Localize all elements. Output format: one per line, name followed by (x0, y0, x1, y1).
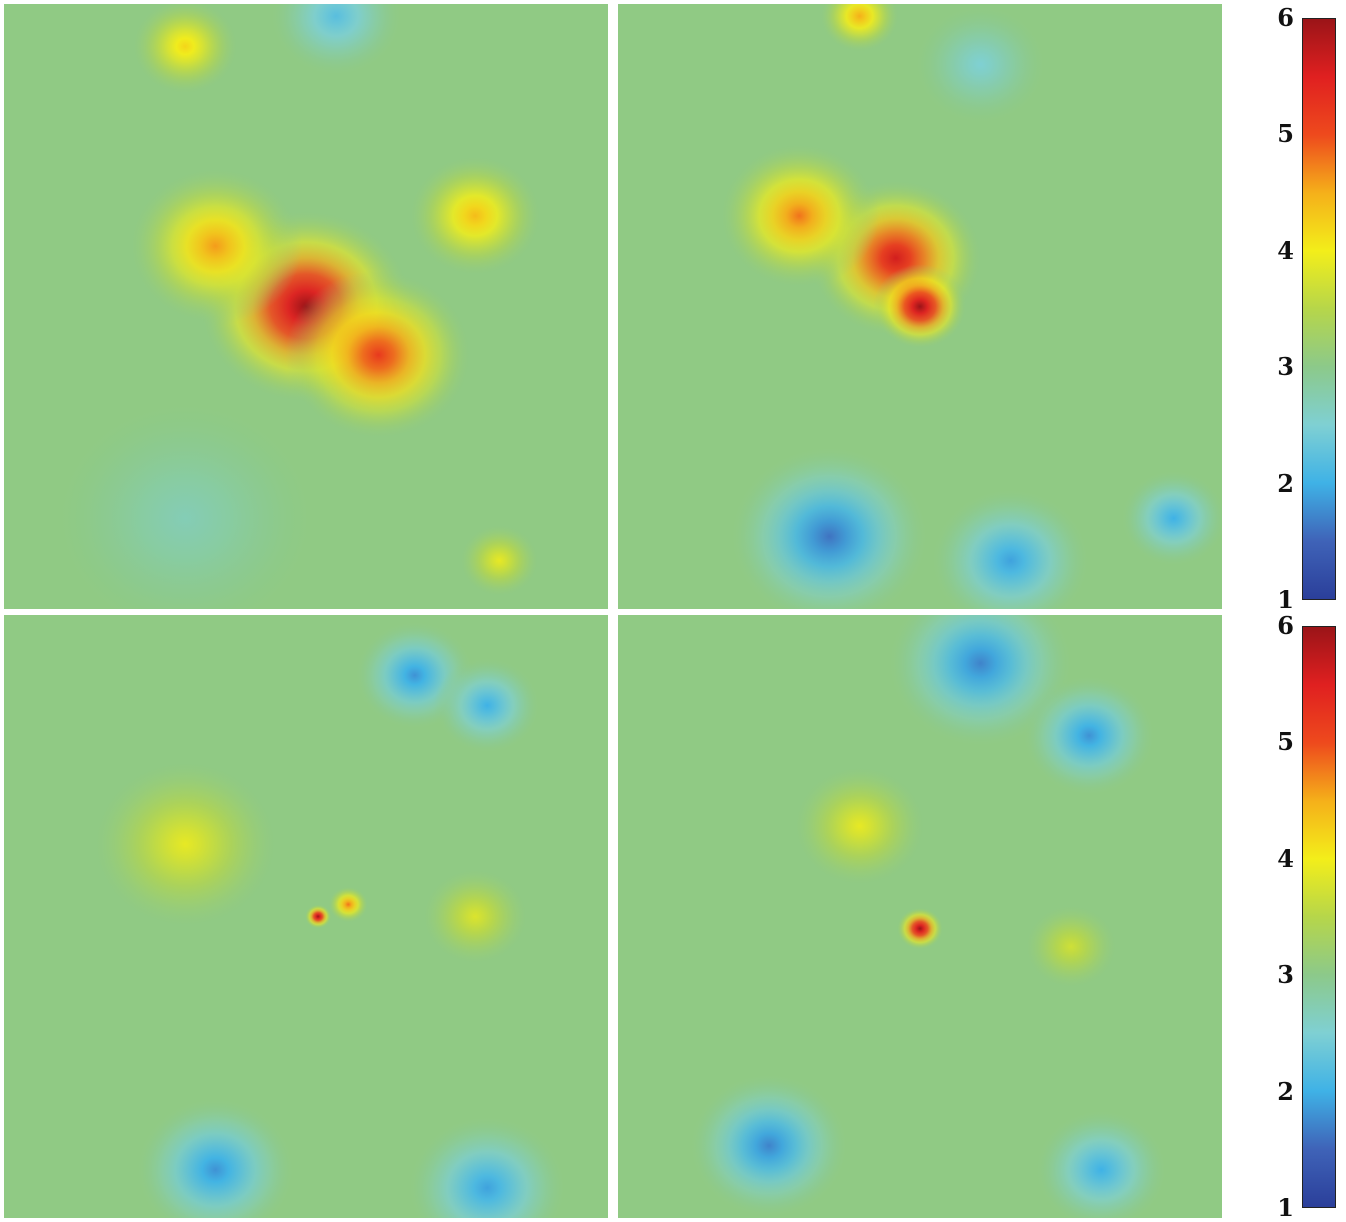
heatmap-valley (1120, 469, 1222, 567)
heatmap-valley (135, 1097, 296, 1218)
colorbar-tick-label: 6 (1277, 3, 1294, 32)
colorbar-tick-label: 5 (1277, 119, 1294, 149)
colorbar-tick-label: 4 (1277, 843, 1294, 873)
heatmap-peak (131, 4, 239, 95)
colorbar-tick-label: 5 (1277, 727, 1294, 757)
heatmap-valley (1034, 1109, 1168, 1218)
colorbar-top-gradient (1302, 18, 1336, 600)
colorbar-tick-label: 6 (1277, 611, 1294, 640)
heatmap-panel-bottom-left (4, 615, 608, 1218)
heatmap-peak (793, 765, 927, 887)
colorbar-tick-label: 1 (1277, 1193, 1294, 1222)
heatmap-valley (407, 1115, 567, 1218)
heatmap-valley (729, 445, 930, 609)
heatmap-panel-top-right (618, 4, 1222, 609)
heatmap-valley (52, 397, 319, 609)
colorbar-tick-label: 2 (1277, 1076, 1294, 1106)
heatmap-peak (1024, 904, 1118, 989)
heatmap-peak (421, 868, 529, 965)
heatmap-peak (896, 907, 944, 950)
colorbar-tick-label: 1 (1277, 585, 1294, 614)
heatmap-top-right-svg (618, 4, 1222, 609)
heatmap-peak (328, 886, 369, 923)
heatmap-peak (304, 904, 332, 929)
heatmap-valley (930, 488, 1091, 609)
heatmap-peak (128, 167, 302, 325)
colorbar-bottom-gradient (1302, 626, 1336, 1208)
heatmap-panel-bottom-right (618, 615, 1222, 1218)
heatmap-top-left-svg (4, 4, 608, 609)
heatmap-valley (689, 1073, 849, 1218)
colorbar-tick-label: 2 (1277, 468, 1294, 498)
heatmap-peak (819, 4, 900, 53)
heatmap-valley (269, 4, 403, 77)
colorbar-tick-label: 3 (1277, 352, 1294, 382)
colorbar-tick-label: 4 (1277, 235, 1294, 265)
heatmap-peak (285, 270, 472, 440)
heatmap-panel-top-left (4, 4, 608, 609)
heatmap-peak (459, 524, 540, 597)
heatmap-peak (92, 759, 279, 929)
colorbar-tick-label: 3 (1277, 960, 1294, 990)
heatmap-valley (434, 657, 541, 754)
heatmap-peak (873, 264, 967, 349)
heatmap-peak (408, 155, 542, 277)
heatmap-peak (719, 143, 880, 289)
heatmap-bottom-right-svg (618, 615, 1222, 1218)
heatmap-valley (1022, 675, 1156, 796)
colorbar-bottom: 1 2 3 4 5 6 (1277, 614, 1336, 1220)
heatmap-bottom-left-svg (4, 615, 608, 1218)
colorbar-top: 1 2 3 4 5 6 (1277, 6, 1336, 612)
heatmap-valley (913, 4, 1047, 125)
